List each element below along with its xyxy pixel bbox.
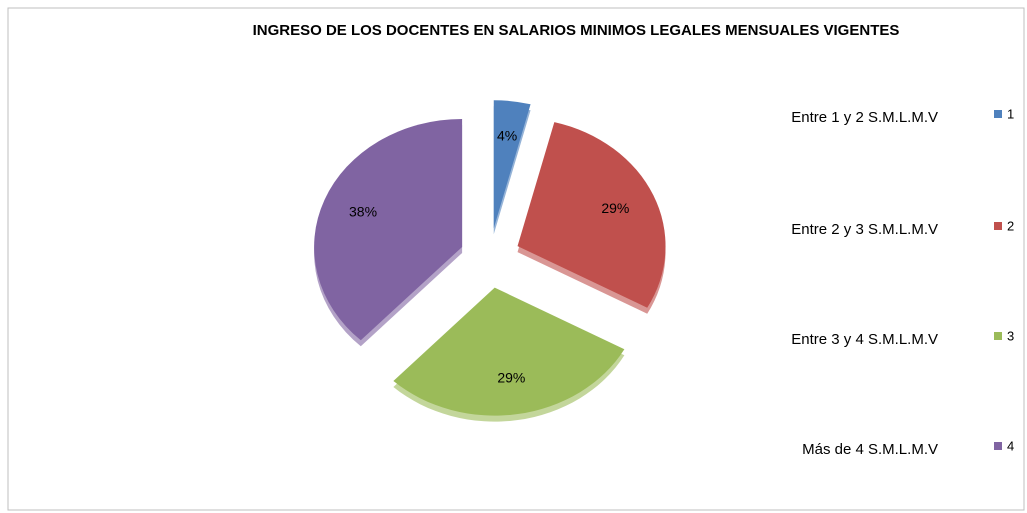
pie-slice	[393, 287, 625, 416]
chart-frame	[7, 7, 1025, 511]
legend-label: 3	[1007, 328, 1014, 343]
data-label: 4%	[497, 128, 517, 144]
annotation: Entre 3 y 4 S.M.L.M.V	[791, 331, 938, 348]
legend-label: 4	[1007, 438, 1014, 453]
pie-slice	[517, 122, 666, 308]
legend-swatch	[994, 222, 1002, 230]
pie-slice	[314, 118, 463, 341]
data-label: 38%	[349, 204, 377, 220]
chart-title: INGRESO DE LOS DOCENTES EN SALARIOS MINI…	[253, 22, 900, 39]
annotation: Entre 1 y 2 S.M.L.M.V	[791, 109, 938, 126]
pie-slice	[493, 100, 531, 229]
legend-label: 2	[1007, 218, 1014, 233]
legend-swatch	[994, 442, 1002, 450]
data-label: 29%	[497, 369, 525, 385]
legend-label: 1	[1007, 106, 1014, 121]
annotation: Más de 4 S.M.L.M.V	[802, 441, 938, 458]
annotation: Entre 2 y 3 S.M.L.M.V	[791, 221, 938, 238]
legend-swatch	[994, 332, 1002, 340]
legend-swatch	[994, 110, 1002, 118]
data-label: 29%	[601, 200, 629, 216]
